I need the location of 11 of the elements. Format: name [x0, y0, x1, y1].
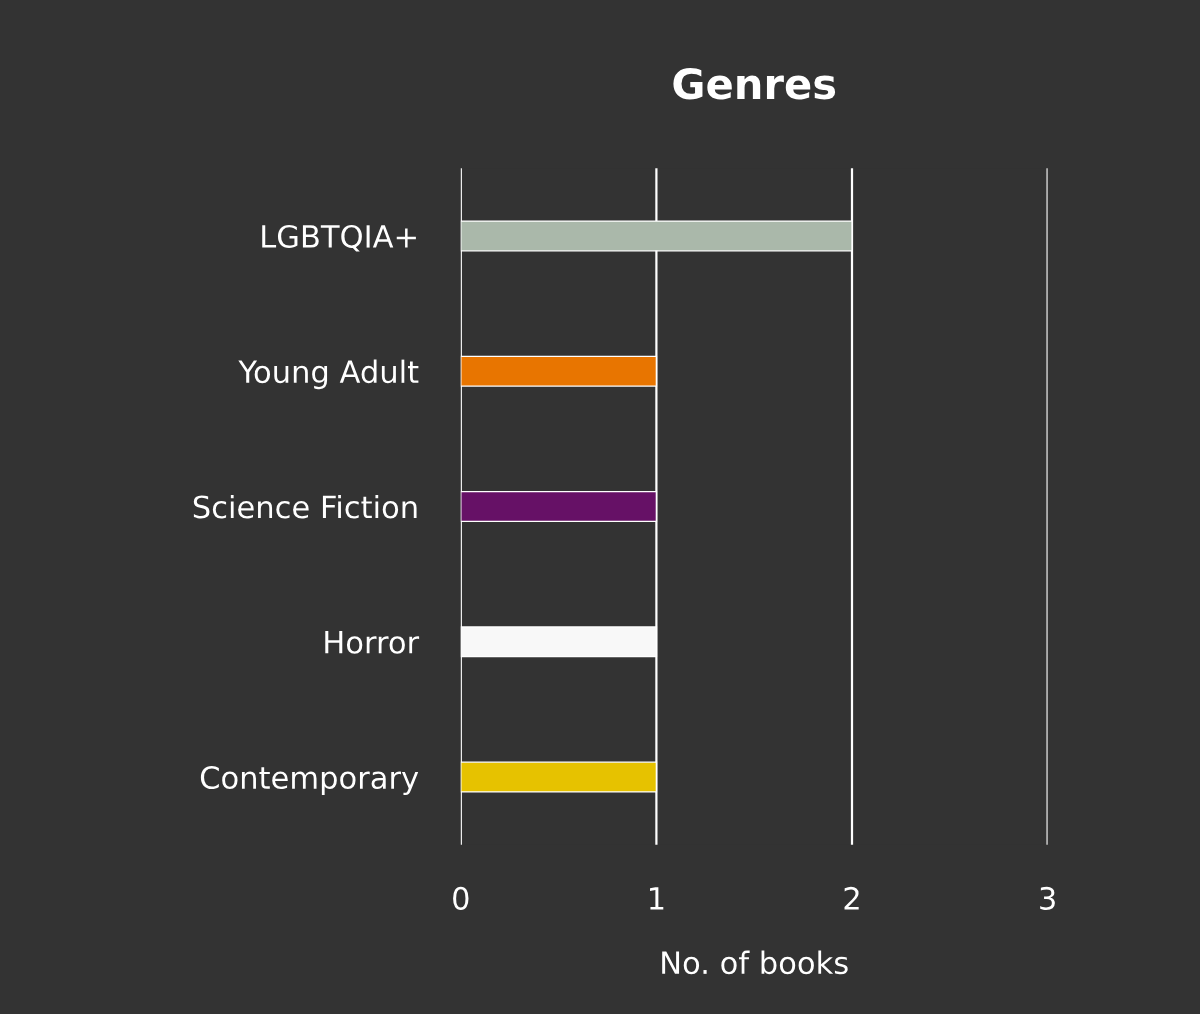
x-tick-label: 3 [1040, 886, 1055, 910]
y-tick-label: Young Adult [238, 359, 419, 390]
x-tick-label: 1 [650, 887, 664, 910]
y-tick-label: Horror [325, 631, 420, 654]
y-tick-label: Science Fiction [193, 494, 417, 519]
x-axis-title: No. of books [662, 950, 848, 975]
y-tick-label: Contemporary [200, 765, 419, 795]
x-tick-label: 0 [453, 886, 469, 910]
x-tick-label: 2 [844, 886, 859, 910]
y-tick-label: LGBTQIA+ [262, 224, 416, 252]
chart-title: Genres [673, 67, 836, 100]
